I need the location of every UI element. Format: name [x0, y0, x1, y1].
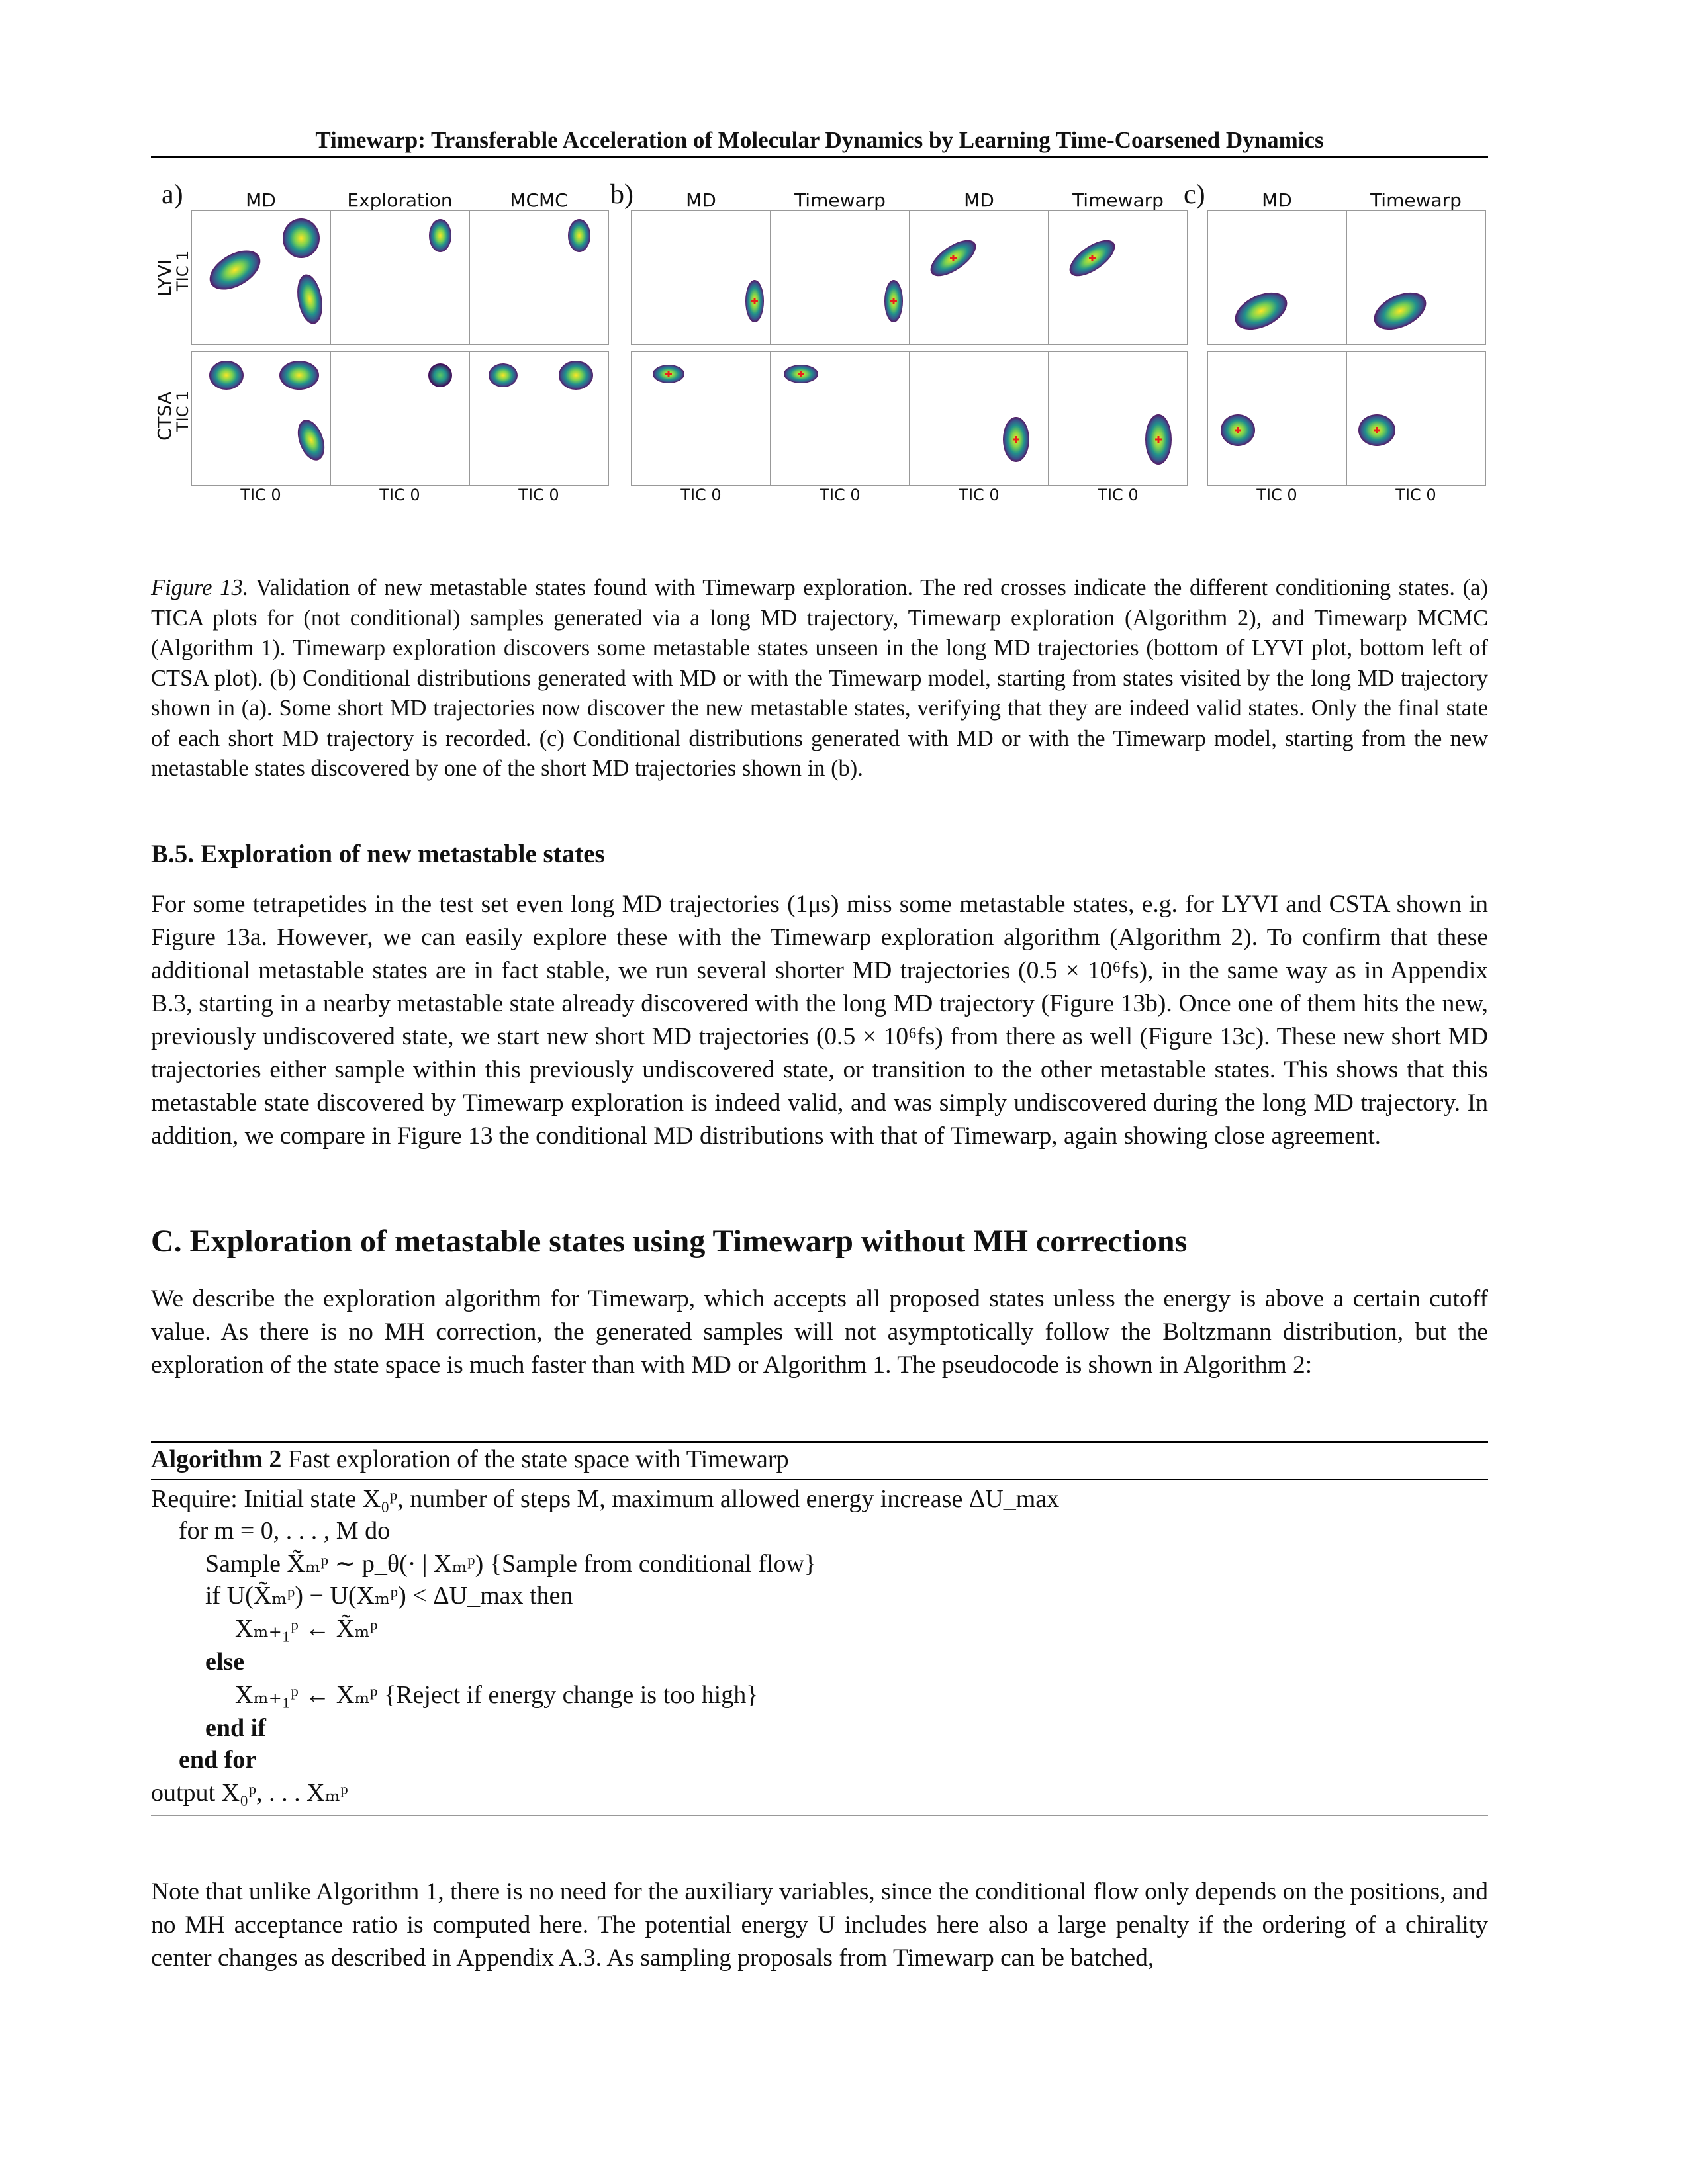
algorithm-caption: Algorithm 2 Fast exploration of the stat…	[151, 1443, 789, 1476]
algorithm-line: Xₘ₊₁ᵖ ← X̃ₘᵖ	[235, 1615, 378, 1643]
figure-13: a) b) c) MD Exploration MCMC MD Timewarp…	[0, 0, 1688, 516]
x-tick-label: TIC 0	[1098, 486, 1139, 504]
panel-letter-b: b)	[610, 179, 633, 210]
algorithm-top-rule	[151, 1441, 1488, 1443]
algorithm-mid-rule	[151, 1479, 1488, 1480]
section-c-heading: C. Exploration of metastable states usin…	[151, 1224, 1188, 1259]
final-paragraph: Note that unlike Algorithm 1, there is n…	[151, 1878, 1488, 1972]
section-b5-heading: B.5. Exploration of new metastable state…	[151, 840, 605, 868]
column-title: MCMC	[510, 189, 568, 211]
panel-letter-c: c)	[1184, 179, 1205, 210]
algorithm-line: end for	[179, 1746, 257, 1774]
tica-plots	[191, 210, 1486, 486]
x-tick-label: TIC 0	[240, 486, 281, 504]
x-tick-label: TIC 0	[379, 486, 420, 504]
algorithm-bottom-rule	[151, 1815, 1488, 1816]
section-b5-paragraph: For some tetrapetides in the test set ev…	[151, 891, 1488, 1150]
caption-text: Validation of new metastable states foun…	[151, 575, 1488, 781]
x-tick-label: TIC 0	[680, 486, 722, 504]
caption-label: Figure 13.	[151, 575, 249, 600]
figure-caption: Figure 13. Validation of new metastable …	[151, 573, 1488, 784]
running-head: Timewarp: Transferable Acceleration of M…	[315, 127, 1324, 153]
algorithm-line: Xₘ₊₁ᵖ ← Xₘᵖ {Reject if energy change is …	[235, 1681, 759, 1709]
x-tick-label: TIC 0	[1256, 486, 1297, 504]
x-tick-label: TIC 0	[518, 486, 559, 504]
column-title: MD	[246, 189, 276, 211]
algorithm-line: else	[205, 1648, 245, 1676]
column-title: Timewarp	[1370, 189, 1462, 211]
column-title: MD	[964, 189, 994, 211]
column-title: MD	[686, 189, 716, 211]
section-c-paragraph: We describe the exploration algorithm fo…	[151, 1285, 1488, 1379]
column-title: MD	[1262, 189, 1292, 211]
algorithm-label: Algorithm 2	[151, 1445, 282, 1473]
column-title: Timewarp	[794, 189, 886, 211]
algorithm-line: if U(X̃ₘᵖ) − U(Xₘᵖ) < ΔU_max then	[205, 1582, 573, 1610]
algorithm-line: Require: Initial state X₀ᵖ, number of st…	[151, 1485, 1060, 1513]
algorithm-line: output X₀ᵖ, . . . Xₘᵖ	[151, 1779, 348, 1807]
algorithm-line: for m = 0, . . . , M do	[179, 1517, 391, 1545]
algorithm-title: Fast exploration of the state space with…	[287, 1445, 789, 1473]
x-tick-label: TIC 0	[959, 486, 1000, 504]
algorithm-line: Sample X̃ₘᵖ ∼ p_θ(· | Xₘᵖ) {Sample from …	[205, 1550, 817, 1578]
header-rule	[151, 156, 1488, 158]
column-title: Exploration	[347, 189, 453, 211]
column-title: Timewarp	[1072, 189, 1164, 211]
x-tick-label: TIC 0	[1395, 486, 1436, 504]
x-tick-label: TIC 0	[820, 486, 861, 504]
panel-letter-a: a)	[162, 179, 183, 210]
algorithm-line: end if	[205, 1714, 266, 1742]
